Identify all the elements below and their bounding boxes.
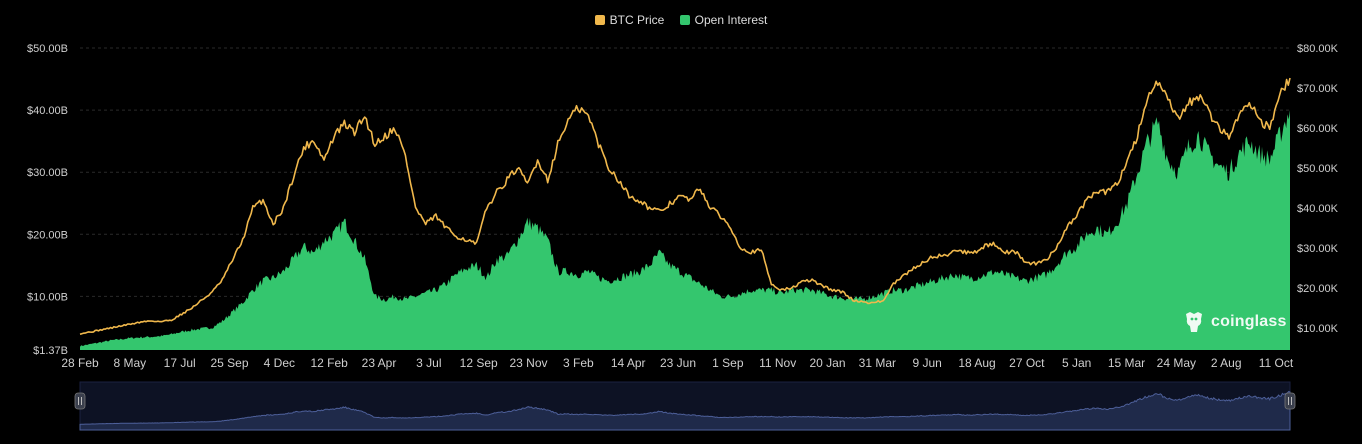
x-tick-label: 3 Jul	[416, 356, 441, 370]
x-tick-label: 1 Sep	[712, 356, 744, 370]
x-tick-label: 12 Feb	[310, 356, 348, 370]
x-tick-label: 8 May	[113, 356, 146, 370]
y-left-tick-label: $20.00B	[27, 229, 68, 241]
y-right-tick-label: $10.00K	[1297, 323, 1339, 335]
navigator-series-area	[79, 390, 1291, 431]
navigator-handle-left[interactable]	[74, 392, 86, 410]
y-right-tick-label: $20.00K	[1297, 283, 1339, 295]
legend: BTC Price Open Interest	[0, 13, 1362, 28]
x-tick-label: 23 Nov	[509, 356, 547, 370]
y-right-tick-label: $30.00K	[1297, 243, 1339, 255]
x-tick-label: 4 Dec	[264, 356, 295, 370]
y-right-tick-label: $50.00K	[1297, 163, 1339, 175]
x-tick-label: 28 Feb	[61, 356, 99, 370]
x-tick-label: 18 Aug	[958, 356, 995, 370]
y-right-tick-label: $70.00K	[1297, 83, 1339, 95]
x-tick-label: 23 Apr	[362, 356, 397, 370]
series-btc-price-line	[79, 77, 1291, 335]
x-tick-label: 23 Jun	[660, 356, 696, 370]
y-right-tick-label: $40.00K	[1297, 203, 1339, 215]
y-right-tick-label: $60.00K	[1297, 123, 1339, 135]
x-tick-label: 17 Jul	[164, 356, 196, 370]
y-left-tick-label: $1.37B	[33, 345, 68, 357]
x-tick-label: 31 Mar	[859, 356, 896, 370]
x-tick-label: 9 Jun	[912, 356, 941, 370]
navigator-handle-right[interactable]	[1284, 392, 1296, 410]
x-tick-label: 14 Apr	[611, 356, 646, 370]
series-open-interest-area	[80, 110, 1290, 350]
x-tick-label: 5 Jan	[1062, 356, 1091, 370]
watermark-text: coinglass	[1211, 313, 1287, 330]
x-tick-label: 15 Mar	[1108, 356, 1145, 370]
y-left-tick-label: $30.00B	[27, 167, 68, 179]
legend-label-btc-price: BTC Price	[609, 13, 665, 27]
coinglass-mascot-icon	[1186, 312, 1202, 332]
y-left-tick-label: $10.00B	[27, 291, 68, 303]
x-tick-label: 20 Jan	[809, 356, 845, 370]
legend-swatch-open-interest	[679, 15, 690, 25]
x-tick-label: 25 Sep	[210, 356, 248, 370]
legend-label-open-interest: Open Interest	[694, 13, 768, 27]
x-tick-label: 11 Nov	[759, 356, 796, 370]
y-left-tick-label: $40.00B	[27, 105, 68, 117]
x-tick-label: 24 May	[1157, 356, 1196, 370]
x-tick-label: 3 Feb	[563, 356, 594, 370]
legend-swatch-btc-price	[594, 15, 605, 25]
legend-item-open-interest[interactable]: Open Interest	[679, 13, 768, 27]
watermark: coinglass	[1183, 310, 1287, 334]
legend-item-btc-price[interactable]: BTC Price	[594, 13, 665, 27]
x-tick-label: 27 Oct	[1009, 356, 1045, 370]
x-tick-label: 11 Oct	[1259, 356, 1294, 370]
y-right-tick-label: $80.00K	[1297, 43, 1339, 55]
x-tick-label: 12 Sep	[460, 356, 498, 370]
x-tick-label: 2 Aug	[1211, 356, 1242, 370]
y-left-tick-label: $50.00B	[27, 43, 68, 55]
